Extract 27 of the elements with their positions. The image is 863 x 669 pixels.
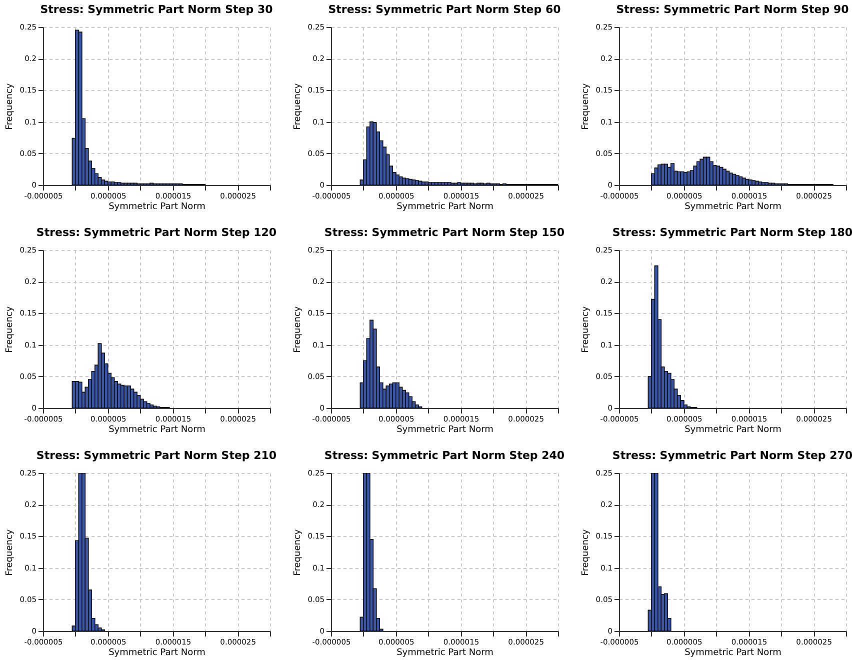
y-axis-title: Frequency [292,528,303,576]
chart-title: Stress: Symmetric Part Norm Step 60 [328,3,562,16]
chart-title: Stress: Symmetric Part Norm Step 270 [612,449,853,462]
chart-title: Stress: Symmetric Part Norm Step 30 [40,3,274,16]
y-axis-title: Frequency [580,306,591,353]
chart-title: Stress: Symmetric Part Norm Step 180 [612,226,853,239]
y-axis-title: Frequency [4,306,15,353]
x-axis-title: Symmetric Part Norm [108,202,206,212]
y-axis-title: Frequency [292,306,303,353]
x-axis-title: Symmetric Part Norm [396,425,494,435]
y-axis-title: Frequency [580,528,591,576]
chart-title: Stress: Symmetric Part Norm Step 150 [324,226,565,239]
x-axis-title: Symmetric Part Norm [684,648,782,658]
chart-title: Stress: Symmetric Part Norm Step 210 [36,449,277,462]
chart-title: Stress: Symmetric Part Norm Step 120 [36,226,277,239]
y-axis-title: Frequency [4,528,15,576]
x-axis-title: Symmetric Part Norm [108,425,206,435]
x-axis-title: Symmetric Part Norm [396,202,494,212]
y-axis-title: Frequency [4,82,15,130]
chart-title: Stress: Symmetric Part Norm Step 240 [324,449,565,462]
x-axis-title: Symmetric Part Norm [684,425,782,435]
y-axis-title: Frequency [292,82,303,130]
y-axis-title: Frequency [580,82,591,130]
chart-title: Stress: Symmetric Part Norm Step 90 [616,3,850,16]
x-axis-title: Symmetric Part Norm [108,648,206,658]
x-axis-title: Symmetric Part Norm [684,202,782,212]
x-axis-title: Symmetric Part Norm [396,648,494,658]
